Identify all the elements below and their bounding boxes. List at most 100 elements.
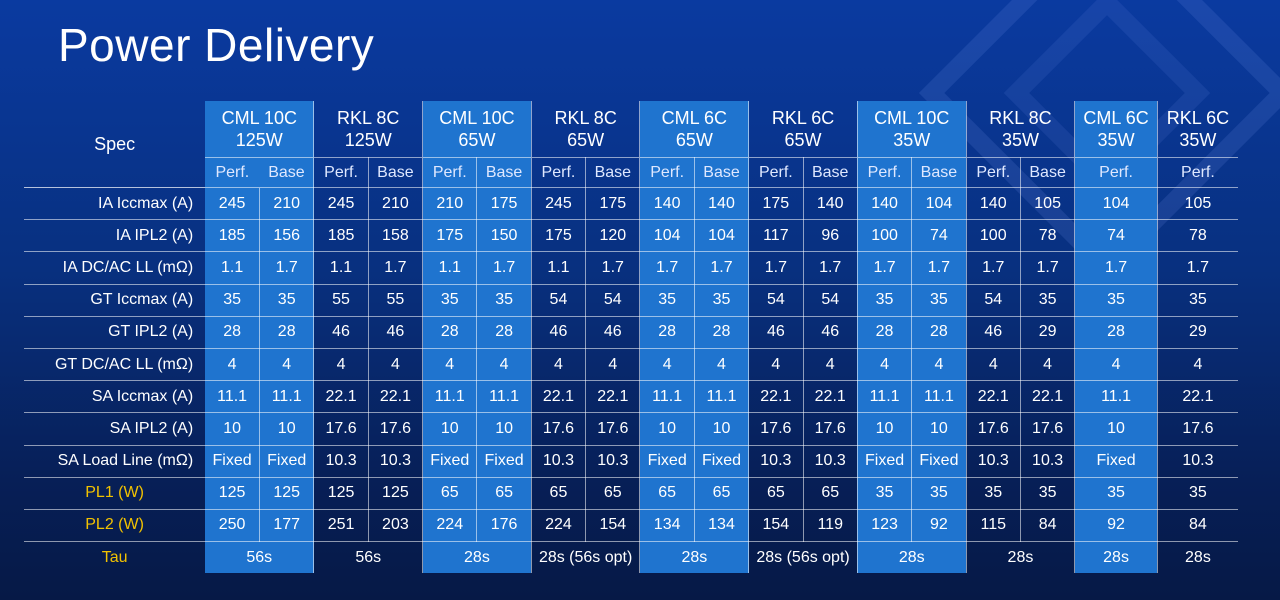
page-title: Power Delivery xyxy=(58,19,375,71)
table-cell: 35 xyxy=(205,284,261,317)
column-header-line1: CML 10C xyxy=(221,108,297,128)
table-cell: 54 xyxy=(531,284,587,317)
table-cell: 17.6 xyxy=(748,412,804,446)
table-cell: 100 xyxy=(966,219,1021,253)
table-cell: 123 xyxy=(857,509,913,543)
table-cell: 104 xyxy=(694,219,750,253)
table-cell: 46 xyxy=(966,316,1021,349)
tau-row: Tau 56s 56s 28s 28s (56s opt) 28s 28s (56s opt… xyxy=(24,541,1238,574)
table-cell: 35 xyxy=(422,284,478,317)
row-label: IA DC/AC LL (mΩ) xyxy=(24,251,206,285)
table-cell: 1.1 xyxy=(313,251,369,285)
column-header-line1: RKL 6C xyxy=(1166,108,1230,128)
table-cell: 35 xyxy=(1020,477,1076,510)
column-header: CML 10C 65W xyxy=(422,101,532,158)
subheader-cell: Base xyxy=(911,157,967,188)
table-cell: 10.3 xyxy=(1020,445,1076,478)
table-cell: 54 xyxy=(966,284,1021,317)
table-cell: 1.7 xyxy=(803,251,858,285)
table-row: IA DC/AC LL (mΩ) 1.1 1.7 1.1 1.7 1.1 1.7 1.1 1.7… xyxy=(24,251,1238,285)
column-header: RKL 8C 125W xyxy=(313,101,424,158)
column-header-line1: RKL 6C xyxy=(771,108,835,128)
subheader-cell: Base xyxy=(259,157,315,188)
table-cell: 245 xyxy=(313,187,369,221)
table-cell: 22.1 xyxy=(368,380,424,414)
table-cell: Fixed xyxy=(639,445,695,478)
table-cell: 4 xyxy=(368,348,424,382)
table-cell: 22.1 xyxy=(585,380,641,414)
table-cell: 17.6 xyxy=(966,412,1021,446)
table-row: SA Iccmax (A) 11.1 11.1 22.1 22.1 11.1 11.1 22.… xyxy=(24,380,1238,414)
subheader-cell: Perf. xyxy=(422,157,478,188)
table-cell: 4 xyxy=(422,348,478,382)
column-header: CML 10C 125W xyxy=(205,101,315,158)
column-header: RKL 6C 65W xyxy=(748,101,858,158)
table-cell: 1.1 xyxy=(531,251,587,285)
table-cell: 4 xyxy=(585,348,641,382)
table-cell: 10.3 xyxy=(313,445,369,478)
table-cell: 250 xyxy=(205,509,261,543)
table-cell: 140 xyxy=(857,187,913,221)
column-header-line2: 35W xyxy=(1097,130,1135,150)
table-cell: 65 xyxy=(531,477,587,510)
table-cell: 54 xyxy=(585,284,641,317)
table-cell: 4 xyxy=(966,348,1021,382)
column-header-line1: RKL 8C xyxy=(989,108,1052,128)
subheader-cell: Base xyxy=(694,157,750,188)
row-label: PL1 (W) xyxy=(24,477,206,510)
table-cell: 92 xyxy=(911,509,967,543)
table-cell: 22.1 xyxy=(1020,380,1076,414)
table-cell: 10 xyxy=(476,412,532,446)
table-cell: 54 xyxy=(748,284,804,317)
table-row: PL1 (W) 125 125 125 125 65 65 65 65 65 65 65 65 35 35 3… xyxy=(24,477,1238,510)
table-cell: 120 xyxy=(585,219,641,253)
table-cell: 1.1 xyxy=(422,251,478,285)
subheader-cell: Base xyxy=(368,157,424,188)
table-cell: 35 xyxy=(911,284,967,317)
table-cell: 74 xyxy=(1074,219,1158,253)
subheader-cell: Base xyxy=(803,157,858,188)
table-cell: 11.1 xyxy=(911,380,967,414)
table-cell: 10 xyxy=(205,412,261,446)
table-cell: Fixed xyxy=(911,445,967,478)
table-cell: 28 xyxy=(422,316,478,349)
table-cell: 11.1 xyxy=(857,380,913,414)
subheader-cell: Perf. xyxy=(1157,157,1238,188)
table-cell: 224 xyxy=(531,509,587,543)
table-cell: 11.1 xyxy=(639,380,695,414)
row-label: IA Iccmax (A) xyxy=(24,187,206,221)
subheader-cell: Perf. xyxy=(313,157,369,188)
table-cell: 4 xyxy=(531,348,587,382)
table-body: IA Iccmax (A) 245 210 245 210 210 175 245 175 140… xyxy=(24,187,1238,574)
table-cell: 10.3 xyxy=(585,445,641,478)
subheader-cell: Base xyxy=(1020,157,1076,188)
table-cell: 4 xyxy=(911,348,967,382)
table-cell: 1.7 xyxy=(966,251,1021,285)
table-cell: 35 xyxy=(1157,284,1238,317)
column-header: RKL 8C 35W xyxy=(966,101,1076,158)
column-header-line1: CML 6C xyxy=(1083,108,1149,128)
table-cell: 175 xyxy=(476,187,532,221)
table-cell: 4 xyxy=(313,348,369,382)
table-cell: 55 xyxy=(313,284,369,317)
table-cell: 1.7 xyxy=(639,251,695,285)
tau-cell: 28s xyxy=(422,541,532,574)
table-cell: 158 xyxy=(368,219,424,253)
table-row: GT Iccmax (A) 35 35 55 55 35 35 54 54 35 35 54 54 35 3… xyxy=(24,284,1238,317)
table-cell: 245 xyxy=(531,187,587,221)
table-cell: 78 xyxy=(1157,219,1238,253)
table-cell: 65 xyxy=(639,477,695,510)
table-cell: 119 xyxy=(803,509,858,543)
table-cell: 10 xyxy=(422,412,478,446)
tau-cell: 28s xyxy=(857,541,967,574)
table-cell: 1.7 xyxy=(748,251,804,285)
table-cell: 35 xyxy=(1020,284,1076,317)
row-label: PL2 (W) xyxy=(24,509,206,543)
table-cell: 65 xyxy=(422,477,478,510)
tau-cell: 28s xyxy=(639,541,750,574)
table-cell: 140 xyxy=(966,187,1021,221)
table-row: GT IPL2 (A) 28 28 46 46 28 28 46 46 28 28 46 46 28 28 4… xyxy=(24,316,1238,349)
table-cell: 17.6 xyxy=(585,412,641,446)
table-cell: 11.1 xyxy=(259,380,315,414)
table-cell: 46 xyxy=(585,316,641,349)
